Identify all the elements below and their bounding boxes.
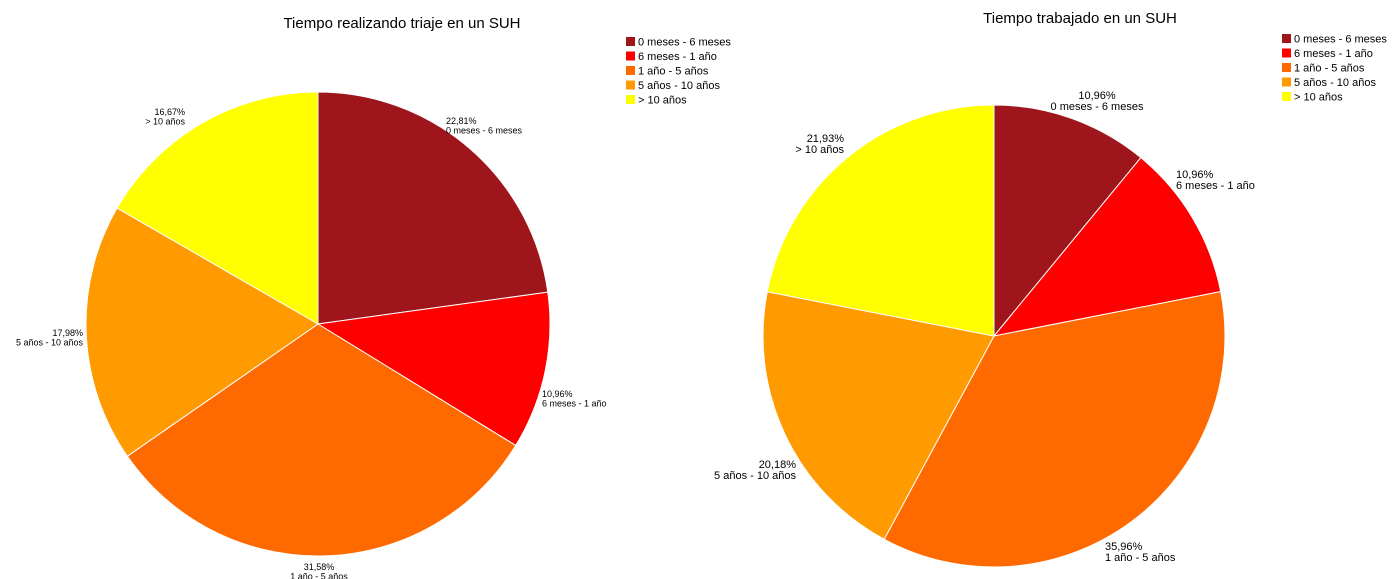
chart-2-legend-label-5: > 10 años [1294, 92, 1343, 104]
chart-1-slice-3-value-label: 31,58% [304, 562, 335, 572]
pie-2-slices [762, 104, 1226, 568]
chart-2-legend-label-1: 0 meses - 6 meses [1294, 34, 1387, 46]
chart-1-legend-swatch-2 [626, 51, 635, 61]
chart-2-legend-swatch-1 [1282, 34, 1291, 43]
chart-2-slice-3-category-label: 1 año - 5 años [1105, 552, 1176, 564]
pie-chart-1: Tiempo realizando triaje en un SUH 22,81… [16, 15, 731, 579]
chart-2-slice-3 [883, 291, 1226, 568]
chart-1-slice-1 [317, 91, 549, 325]
chart-1-legend-swatch-1 [626, 37, 635, 46]
legend-1: 0 meses - 6 meses 6 meses - 1 año 1 año - … [626, 37, 731, 107]
chart-1-slice-5-value-label: 16,67% [154, 107, 185, 117]
pie-1-labels: 22,81%0 meses - 6 meses 10,96%6 meses - 1… [16, 107, 607, 579]
chart-2-slice-4-value-label: 20,18% [759, 459, 797, 471]
chart-1-legend-label-3: 1 año - 5 años [638, 66, 709, 78]
chart-1-slice-1-value-label: 22,81% [446, 116, 477, 126]
chart-2-slice-1 [993, 104, 1142, 338]
chart-2-legend-swatch-3 [1282, 63, 1291, 72]
chart-2-slice-2-value-label: 10,96% [1176, 169, 1214, 181]
chart-1-slice-3-category-label: 1 año - 5 años [290, 572, 348, 579]
pie-1-slices [85, 91, 551, 557]
chart-2-legend-label-3: 1 año - 5 años [1294, 63, 1365, 75]
chart-2-slice-2-category-label: 6 meses - 1 año [1176, 180, 1255, 192]
chart-2-legend-label-4: 5 años - 10 años [1294, 77, 1376, 89]
chart-2-slice-5 [766, 104, 995, 337]
chart-2-legend-swatch-5 [1282, 92, 1291, 101]
chart-1-legend-swatch-4 [626, 80, 635, 90]
chart-1-slice-4-value-label: 17,98% [52, 328, 83, 338]
chart-1-legend-label-4: 5 años - 10 años [638, 80, 720, 92]
chart-2-legend-swatch-2 [1282, 48, 1291, 58]
chart-1-legend-label-5: > 10 años [638, 95, 687, 107]
chart-2-slice-3-value-label: 35,96% [1105, 541, 1143, 553]
chart-1-slice-5-category-label: > 10 años [145, 117, 185, 127]
chart-1-legend-label-1: 0 meses - 6 meses [638, 37, 731, 49]
pie-chart-2: Tiempo trabajado en un SUH 10,96%0 meses… [714, 10, 1387, 568]
chart-2-slice-2 [992, 156, 1222, 337]
chart-1-title: Tiempo realizando triaje en un SUH [283, 15, 520, 32]
chart-2-legend-label-2: 6 meses - 1 año [1294, 48, 1373, 60]
chart-2-slice-1-value-label: 10,96% [1078, 90, 1116, 102]
chart-2-slice-5-value-label: 21,93% [807, 133, 845, 145]
chart-1-legend-swatch-3 [626, 66, 635, 75]
chart-1-legend-swatch-5 [626, 95, 635, 104]
chart-1-slice-2-category-label: 6 meses - 1 año [542, 399, 607, 409]
chart-2-slice-1-category-label: 0 meses - 6 meses [1051, 101, 1144, 113]
chart-1-slice-2 [316, 291, 551, 447]
chart-2-slice-4-category-label: 5 años - 10 años [714, 470, 796, 482]
chart-1-slice-4 [85, 207, 319, 457]
chart-1-slice-3 [126, 323, 517, 557]
chart-1-slice-1-category-label: 0 meses - 6 meses [446, 126, 523, 136]
chart-2-slice-4 [762, 291, 995, 540]
chart-2-slice-5-category-label: > 10 años [795, 144, 844, 156]
chart-1-slice-5 [116, 91, 319, 325]
chart-2-title: Tiempo trabajado en un SUH [983, 10, 1177, 27]
legend-2: 0 meses - 6 meses 6 meses - 1 año 1 año - … [1282, 34, 1387, 104]
chart-2-legend-swatch-4 [1282, 77, 1291, 87]
chart-1-slice-2-value-label: 10,96% [542, 389, 573, 399]
chart-1-legend-label-2: 6 meses - 1 año [638, 51, 717, 63]
chart-1-slice-4-category-label: 5 años - 10 años [16, 338, 84, 348]
